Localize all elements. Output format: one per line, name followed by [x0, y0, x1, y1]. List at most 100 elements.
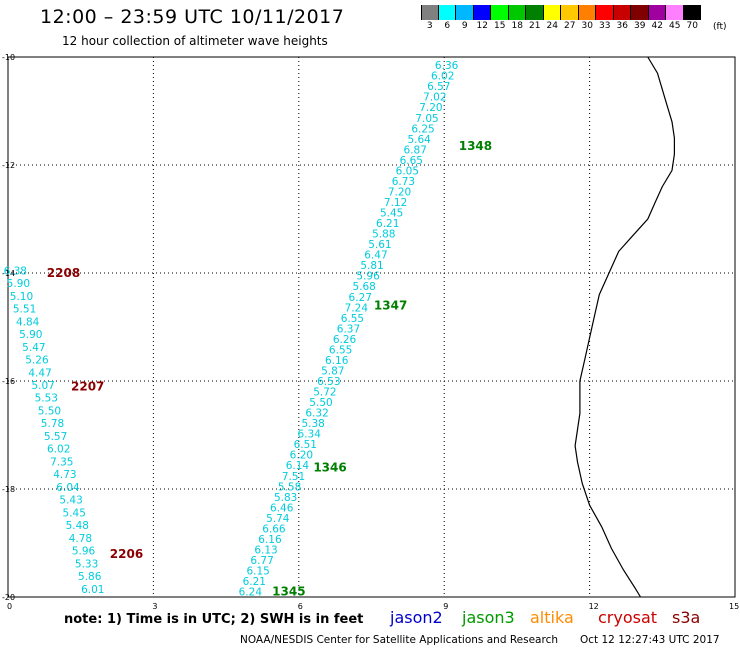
wave-height-value: 7.35 [50, 456, 73, 468]
legend-cell: 15 [491, 5, 509, 31]
map-subtitle: 12 hour collection of altimeter wave hei… [62, 34, 328, 48]
wave-height-map: 0 3 6 9 12 15-10-12-14-16-18-206.366.026.577.… [2, 53, 739, 610]
legend-swatch [526, 5, 544, 20]
x-tick-label: 6 [298, 602, 303, 610]
wave-height-value: 6.34 [298, 429, 322, 441]
wave-height-value: 6.37 [337, 323, 360, 335]
legend-swatch [613, 5, 631, 20]
footer-note: note: 1) Time is in UTC; 2) SWH is in fe… [64, 612, 364, 627]
wave-height-value: 6.01 [81, 584, 104, 596]
legend-swatch [473, 5, 491, 20]
pass-time-label: 2206 [110, 547, 143, 561]
legend-swatch [631, 5, 649, 20]
legend-label: 24 [546, 21, 558, 31]
legend-label: 70 [686, 21, 698, 31]
satellite-name-jason2: jason2 [390, 608, 443, 627]
wave-height-value: 6.47 [364, 250, 387, 262]
legend-cell: 36 [613, 5, 631, 31]
wave-height-value: 5.96 [356, 271, 380, 283]
wave-height-value: 5.86 [78, 571, 102, 583]
legend-cell: 27 [561, 5, 579, 31]
wave-height-value: 6.38 [4, 265, 27, 277]
legend-cell: 70 [683, 5, 701, 31]
legend-swatch [596, 5, 614, 20]
wave-height-value: 5.61 [368, 239, 391, 251]
wave-height-value: 5.38 [301, 418, 324, 430]
legend-cell: 39 [631, 5, 649, 31]
legend-swatch [683, 5, 701, 20]
pass-time-label: 2207 [71, 379, 104, 393]
satellite-name-altika: altika [530, 608, 574, 627]
wave-height-value: 5.33 [75, 558, 98, 570]
satellite-name-s3a: s3a [672, 608, 701, 627]
wave-height-value: 5.68 [352, 281, 375, 293]
wave-height-value: 5.90 [19, 329, 42, 341]
legend-swatch [666, 5, 684, 20]
legend-label: 12 [476, 21, 488, 31]
wave-height-value: 6.02 [431, 71, 454, 83]
wave-height-value: 6.04 [56, 482, 80, 494]
wave-height-value: 6.57 [427, 81, 450, 93]
legend-label: 18 [511, 21, 523, 31]
wave-height-value: 5.58 [278, 481, 301, 493]
coastline [574, 56, 676, 598]
legend-cell: 12 [473, 5, 491, 31]
wave-height-value: 6.24 [239, 587, 263, 599]
wave-height-value: 6.14 [286, 460, 310, 472]
wave-height-value: 7.12 [384, 197, 407, 209]
x-tick-label: 12 [589, 602, 599, 610]
y-tick-label: -12 [2, 161, 15, 170]
wave-height-value: 5.45 [380, 208, 403, 220]
wave-height-value: 5.48 [66, 520, 89, 532]
wave-height-value: 5.78 [41, 418, 64, 430]
legend-label: 9 [461, 21, 468, 31]
wave-height-value: 6.53 [317, 376, 340, 388]
y-tick-label: -18 [2, 485, 15, 494]
wave-height-value: 5.57 [44, 431, 67, 443]
wave-height-value: 6.51 [294, 439, 317, 451]
wave-height-value: 6.21 [376, 218, 399, 230]
wave-height-value: 6.05 [396, 165, 419, 177]
wave-height-value: 5.10 [10, 291, 33, 303]
wave-height-value: 5.47 [22, 342, 45, 354]
legend-label: 27 [564, 21, 576, 31]
legend-label: 30 [581, 21, 593, 31]
legend-cell: 45 [666, 5, 684, 31]
legend-swatch [438, 5, 456, 20]
pass-time-label: 2208 [47, 266, 80, 280]
timestamp: Oct 12 12:27:43 UTC 2017 [580, 634, 720, 646]
legend-cell: 30 [578, 5, 596, 31]
wave-height-value: 7.05 [415, 113, 438, 125]
x-tick-label: 15 [729, 602, 739, 610]
wave-height-value: 4.73 [53, 469, 76, 481]
legend-label: 15 [494, 21, 506, 31]
wave-height-value: 5.96 [72, 546, 96, 558]
wave-height-value: 5.64 [407, 134, 431, 146]
legend-cell: 33 [596, 5, 614, 31]
credit-text: NOAA/NESDIS Center for Satellite Applica… [240, 634, 558, 646]
wave-height-value: 5.45 [63, 507, 86, 519]
wave-height-value: 6.16 [258, 534, 282, 546]
legend-label: 45 [669, 21, 681, 31]
wave-height-value: 6.36 [435, 60, 459, 72]
map-title: 12:00 – 23:59 UTC 10/11/2017 [40, 6, 345, 28]
legend-label: 21 [529, 21, 541, 31]
wave-height-value: 6.66 [262, 523, 286, 535]
wave-height-value: 6.16 [325, 355, 349, 367]
wave-height-value: 6.21 [243, 576, 266, 588]
legend-swatch [578, 5, 596, 20]
wave-height-value: 6.32 [305, 408, 328, 420]
wave-height-value: 6.73 [392, 176, 415, 188]
wave-height-value: 4.78 [69, 533, 92, 545]
pass-time-label: 1347 [374, 298, 407, 312]
wave-height-value: 6.87 [404, 144, 427, 156]
wave-height-value: 5.74 [266, 513, 290, 525]
legend-label: 42 [651, 21, 663, 31]
legend-label: 39 [634, 21, 646, 31]
wave-height-value: 7.20 [388, 186, 411, 198]
y-tick-label: -16 [2, 377, 15, 386]
x-tick-label: 9 [443, 602, 448, 610]
wave-height-value: 6.65 [400, 155, 423, 167]
wave-height-value: 6.46 [270, 502, 294, 514]
wave-height-value: 6.77 [250, 555, 273, 567]
